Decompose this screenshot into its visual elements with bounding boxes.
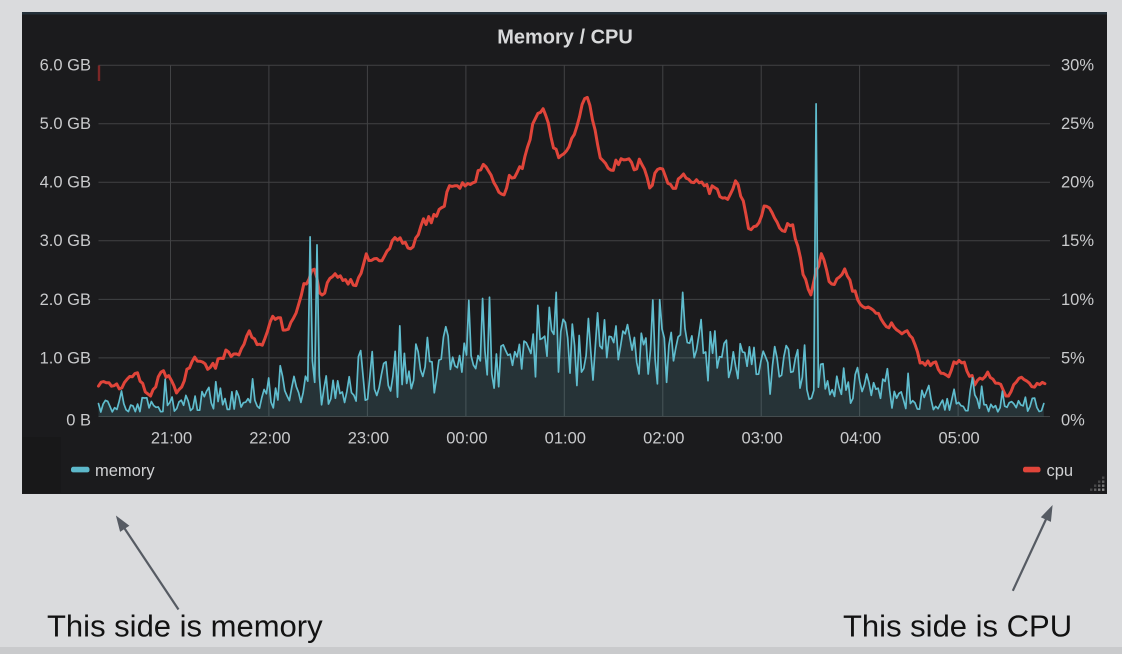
svg-text:25%: 25% [1061, 115, 1094, 133]
svg-text:This side is memory: This side is memory [47, 609, 323, 644]
svg-text:6.0 GB: 6.0 GB [40, 57, 91, 75]
svg-text:01:00: 01:00 [545, 430, 586, 448]
svg-text:0 B: 0 B [66, 411, 91, 429]
svg-text:05:00: 05:00 [938, 430, 979, 448]
svg-text:03:00: 03:00 [742, 430, 783, 448]
svg-text:15%: 15% [1061, 232, 1094, 250]
svg-text:5%: 5% [1061, 349, 1085, 367]
svg-text:0%: 0% [1061, 411, 1085, 429]
svg-text:22:00: 22:00 [249, 430, 290, 448]
svg-text:00:00: 00:00 [446, 430, 487, 448]
svg-text:2.0 GB: 2.0 GB [40, 291, 91, 309]
svg-text:23:00: 23:00 [348, 430, 389, 448]
svg-text:10%: 10% [1061, 291, 1094, 309]
svg-text:This side is CPU: This side is CPU [843, 609, 1072, 644]
svg-text:02:00: 02:00 [643, 430, 684, 448]
svg-text:3.0 GB: 3.0 GB [40, 232, 91, 250]
svg-text:20%: 20% [1061, 174, 1094, 192]
svg-text:cpu: cpu [1047, 462, 1074, 480]
svg-text:30%: 30% [1061, 57, 1094, 75]
svg-text:1.0 GB: 1.0 GB [40, 349, 91, 367]
svg-text:21:00: 21:00 [151, 430, 192, 448]
svg-text:Memory / CPU: Memory / CPU [497, 27, 633, 49]
svg-text:04:00: 04:00 [840, 430, 881, 448]
svg-text:memory: memory [95, 462, 155, 480]
svg-text:5.0 GB: 5.0 GB [40, 115, 91, 133]
svg-text:4.0 GB: 4.0 GB [40, 174, 91, 192]
